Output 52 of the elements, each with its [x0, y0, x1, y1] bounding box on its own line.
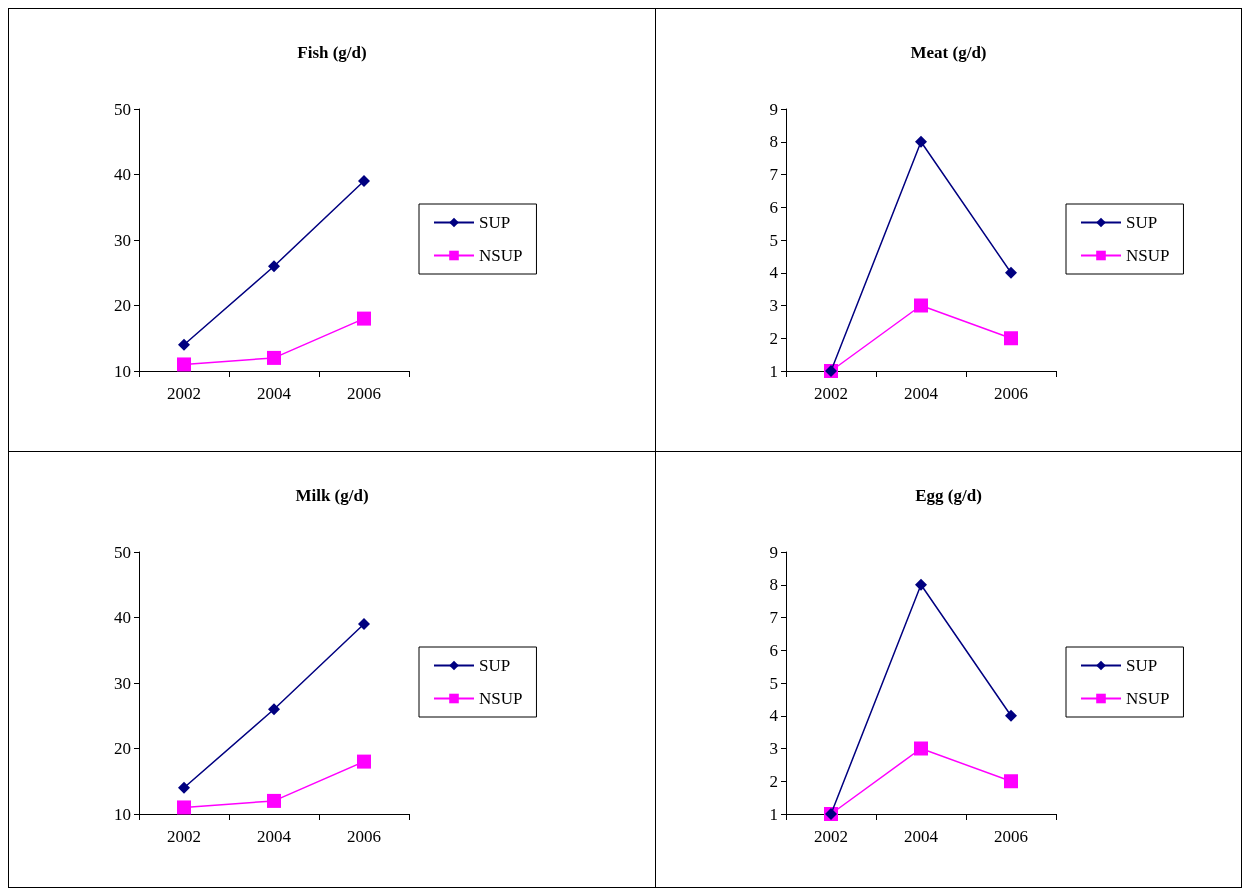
y-tick-label: 4	[769, 706, 779, 726]
y-tick-label: 1	[769, 361, 778, 381]
y-tick-label: 40	[114, 608, 131, 627]
x-tick-label: 2004	[257, 827, 292, 846]
y-tick-label: 30	[114, 230, 131, 250]
y-tick-label: 7	[769, 165, 779, 184]
chart-title: Egg (g/d)	[915, 486, 982, 505]
y-tick-label: 5	[769, 673, 778, 693]
y-tick-label: 8	[769, 132, 778, 152]
y-tick-label: 20	[114, 296, 131, 315]
y-tick-label: 1	[769, 804, 778, 824]
legend-label: SUP	[479, 656, 511, 675]
x-tick-label: 2006	[347, 827, 381, 846]
y-tick-label: 3	[769, 739, 778, 758]
y-tick-label: 10	[114, 361, 131, 381]
legend-label: NSUP	[479, 689, 523, 708]
y-tick-label: 7	[769, 608, 779, 627]
legend-label: NSUP	[1126, 246, 1170, 265]
y-tick-label: 6	[769, 197, 778, 217]
x-tick-label: 2004	[904, 384, 939, 403]
y-tick-label: 9	[769, 99, 778, 119]
y-tick-label: 30	[114, 673, 131, 693]
legend-label: SUP	[1126, 656, 1158, 675]
y-tick-label: 50	[114, 99, 131, 119]
chart-title: Meat (g/d)	[910, 43, 987, 62]
y-tick-label: 9	[769, 542, 778, 562]
x-tick-label: 2002	[814, 827, 848, 846]
legend-label: NSUP	[479, 246, 523, 265]
y-tick-label: 40	[114, 165, 131, 184]
x-tick-label: 2004	[257, 384, 292, 403]
y-tick-label: 10	[114, 804, 131, 824]
x-tick-label: 2006	[347, 384, 381, 403]
x-tick-label: 2004	[904, 827, 939, 846]
y-tick-label: 20	[114, 739, 131, 758]
y-tick-label: 5	[769, 230, 778, 250]
y-tick-label: 50	[114, 542, 131, 562]
x-tick-label: 2006	[994, 827, 1028, 846]
y-tick-label: 3	[769, 296, 778, 315]
y-tick-label: 2	[769, 771, 778, 791]
y-tick-label: 2	[769, 328, 778, 348]
x-tick-label: 2002	[167, 827, 201, 846]
legend-label: NSUP	[1126, 689, 1170, 708]
x-tick-label: 2006	[994, 384, 1028, 403]
y-tick-label: 4	[769, 263, 779, 283]
legend-label: SUP	[1126, 213, 1158, 232]
y-tick-label: 6	[769, 640, 778, 660]
y-tick-label: 8	[769, 575, 778, 595]
legend-label: SUP	[479, 213, 511, 232]
x-tick-label: 2002	[814, 384, 848, 403]
x-tick-label: 2002	[167, 384, 201, 403]
chart-title: Fish (g/d)	[297, 43, 367, 62]
chart-title: Milk (g/d)	[295, 486, 369, 505]
